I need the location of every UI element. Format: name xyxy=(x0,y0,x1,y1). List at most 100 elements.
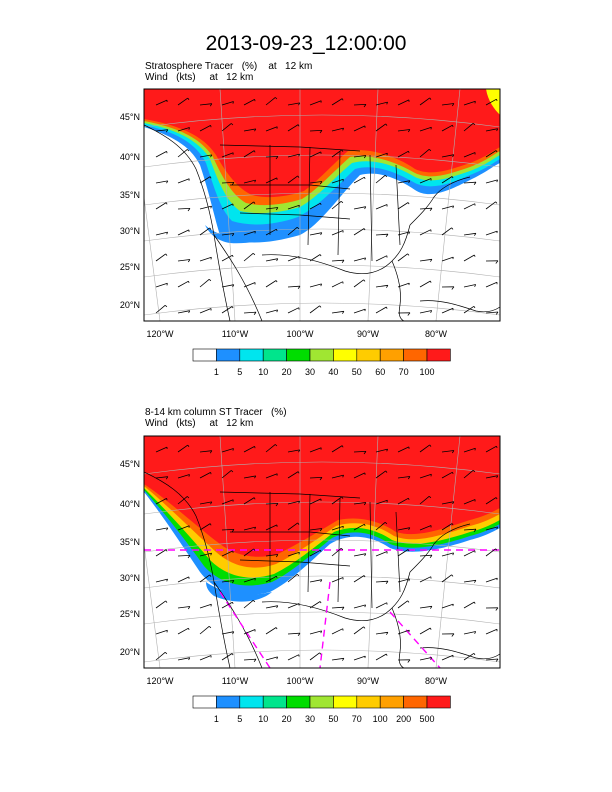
wind-barb xyxy=(287,522,300,531)
wind-barb xyxy=(243,252,256,262)
wind-barb xyxy=(419,554,433,558)
wind-barb xyxy=(177,208,191,212)
wind-barb xyxy=(265,126,278,132)
colorbar-swatch xyxy=(426,695,451,709)
wind-barb xyxy=(265,656,278,661)
wind-barb xyxy=(331,230,344,236)
wind-barb xyxy=(331,200,344,210)
wind-barb xyxy=(155,231,168,236)
wind-barb xyxy=(265,97,278,106)
wind-barb xyxy=(463,447,476,453)
wind-barb xyxy=(155,202,168,210)
lat-tick-label: 45°N xyxy=(120,112,140,122)
lon-tick-label: 80°W xyxy=(425,329,448,339)
wind-barb xyxy=(155,549,168,557)
wind-barb xyxy=(463,305,476,314)
wind-barb xyxy=(243,446,256,453)
wind-barb xyxy=(441,471,454,479)
wind-barb xyxy=(199,450,213,454)
wind-barb xyxy=(155,578,168,583)
wind-barb xyxy=(331,127,344,132)
wind-barb xyxy=(287,285,301,289)
wind-barb xyxy=(221,601,234,609)
wind-barb xyxy=(309,477,323,481)
wind-barb xyxy=(177,310,191,314)
panel2-map: 45°N 40°N 35°N 30°N 25°N 20°N 120°W 110°W 100°W… xyxy=(120,435,501,724)
wind-barb xyxy=(331,628,344,635)
panel1-subtitle: Stratosphere Tracer (%) at 12 km Wind (k… xyxy=(145,61,312,83)
wind-barb xyxy=(309,549,322,557)
wind-barb xyxy=(397,129,411,133)
wind-barb xyxy=(331,178,344,184)
wind-barb xyxy=(243,599,256,609)
wind-barb xyxy=(155,129,169,133)
colorbar-label: 10 xyxy=(258,367,268,377)
wind-barb xyxy=(441,450,455,454)
wind-barb xyxy=(265,207,279,211)
colorbar-swatch xyxy=(426,348,451,362)
wind-barb xyxy=(441,103,455,107)
lon-tick-label: 120°W xyxy=(146,329,174,339)
wind-barb xyxy=(155,600,168,609)
wind-barb xyxy=(353,308,366,314)
colorbar-label: 30 xyxy=(305,367,315,377)
wind-barb xyxy=(375,521,388,531)
wind-barb xyxy=(397,549,410,557)
colorbar-swatch xyxy=(239,348,264,362)
wind-barb xyxy=(199,472,212,479)
lon-tick-label: 90°W xyxy=(357,329,380,339)
wind-barb xyxy=(265,309,278,314)
wind-barb xyxy=(419,148,432,158)
wind-barb xyxy=(177,444,190,453)
wind-barb xyxy=(397,312,411,316)
wind-barb xyxy=(331,98,344,106)
panel2-subtitle-line2: Wind (kts) at 12 km xyxy=(145,418,254,429)
lat-tick-label: 40°N xyxy=(120,499,140,509)
colorbar-label: 70 xyxy=(399,367,409,377)
lat-tick-label: 30°N xyxy=(120,226,140,236)
wind-barb xyxy=(375,123,388,132)
wind-barb xyxy=(463,122,476,132)
wind-barb xyxy=(485,98,498,106)
wind-barb xyxy=(155,180,169,184)
wind-barb xyxy=(177,657,191,661)
wind-barb xyxy=(177,576,190,583)
wind-barb xyxy=(331,525,344,531)
panel2-red-core xyxy=(144,436,500,557)
lat-tick-label: 25°N xyxy=(120,609,140,619)
wind-barb xyxy=(441,176,454,184)
colorbar-swatch xyxy=(309,695,334,709)
wind-barb xyxy=(309,652,322,661)
wind-barb xyxy=(287,204,300,210)
wind-barb xyxy=(463,232,477,236)
wind-barb xyxy=(177,555,191,559)
wind-barb xyxy=(331,577,344,583)
lon-tick-label: 110°W xyxy=(222,329,249,339)
wind-barb xyxy=(177,474,190,479)
wind-barb xyxy=(155,253,168,262)
lon-tick-label: 100°W xyxy=(286,676,314,686)
wind-barb xyxy=(199,625,212,635)
wind-barb xyxy=(199,256,212,262)
wind-barb xyxy=(265,177,278,184)
wind-barb xyxy=(243,497,256,505)
wind-barb xyxy=(463,469,476,479)
wind-barb xyxy=(155,151,168,158)
wind-barb xyxy=(177,627,190,635)
lon-tick-label: 90°W xyxy=(357,676,380,686)
colorbar-label: 50 xyxy=(352,367,362,377)
wind-barb xyxy=(199,552,212,557)
wind-barb xyxy=(375,204,388,210)
wind-barb xyxy=(309,254,322,262)
lat-tick-label: 20°N xyxy=(120,300,140,310)
wind-barb xyxy=(155,304,168,314)
wind-barb xyxy=(199,278,212,288)
wind-barb xyxy=(375,306,388,314)
wind-barb xyxy=(199,176,212,184)
wind-barb xyxy=(419,207,433,211)
wind-barb xyxy=(199,205,212,210)
wind-barb xyxy=(243,311,257,315)
wind-barb xyxy=(309,130,323,134)
wind-barb xyxy=(265,627,278,635)
wind-barb xyxy=(331,474,344,479)
